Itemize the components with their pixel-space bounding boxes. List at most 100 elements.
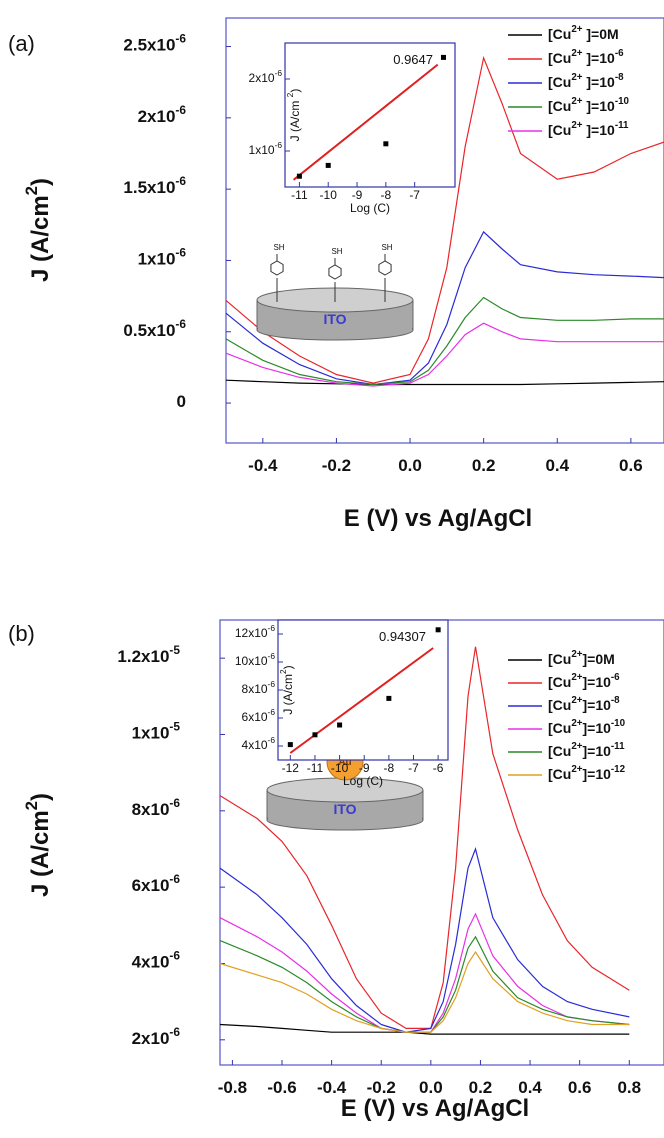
data-point: [337, 722, 343, 728]
text-part: -7: [409, 188, 420, 202]
text-part: [Cu: [548, 50, 571, 66]
text-part: [Cu: [548, 766, 571, 782]
superscript: -6: [175, 317, 186, 331]
legend-label: [Cu2+ ]=10-10: [548, 96, 630, 114]
x-tick-label: -11: [291, 188, 308, 202]
text-part: -0.4: [317, 1078, 347, 1097]
text-part: ]=10: [583, 674, 612, 690]
text-part: ): [281, 665, 295, 669]
text-part: -10: [331, 761, 349, 775]
text-part: ITO: [333, 801, 356, 817]
thiol-label: SH: [381, 243, 392, 252]
text-part: ]=10: [583, 697, 612, 713]
text-part: ): [288, 89, 302, 93]
superscript: -8: [615, 72, 624, 83]
thiol-label: SH: [273, 243, 284, 252]
text-part: 4x10: [132, 953, 170, 972]
x-axis-label: E (V) vs Ag/AgCl: [344, 505, 532, 532]
legend-label: [Cu2+]=0M: [548, 649, 615, 667]
text-part: J (A/cm: [27, 810, 54, 897]
data-line: [225, 379, 664, 386]
text-part: ]=10: [583, 122, 616, 138]
x-tick-label: 0.0: [398, 456, 422, 475]
thiol-label: SH: [331, 247, 342, 256]
superscript: 2+: [571, 24, 582, 35]
data-line: [225, 230, 664, 386]
text-part: 0.0: [398, 456, 422, 475]
superscript: 2+: [571, 741, 582, 752]
text-part: ITO: [323, 311, 346, 327]
text-part: 1x10: [138, 250, 176, 269]
text-part: 6x10: [242, 710, 268, 724]
legend-label: [Cu2+]=10-8: [548, 695, 620, 713]
text-part: -0.2: [367, 1078, 396, 1097]
data-point: [325, 162, 331, 168]
text-part: 0.9647: [393, 52, 433, 67]
y-tick-label: 2.5x10-6: [123, 32, 186, 55]
text-part: 8x10: [132, 800, 170, 819]
text-part: -9: [352, 188, 363, 202]
data-point: [440, 54, 446, 60]
x-axis-label: E (V) vs Ag/AgCl: [341, 1095, 529, 1122]
data-point: [296, 173, 302, 179]
superscript: 2+: [571, 96, 582, 107]
inset-frame: [277, 619, 449, 761]
text-part: [Cu: [548, 74, 571, 90]
text-part: -6: [433, 761, 444, 775]
superscript: 2+: [571, 764, 582, 775]
superscript: 2+: [571, 695, 582, 706]
superscript: 2+: [571, 649, 582, 660]
x-tick-label: -0.6: [267, 1078, 296, 1097]
y-tick-label: 1.5x10-6: [123, 174, 186, 197]
superscript: 2+: [571, 120, 582, 131]
text-part: 6x10: [132, 877, 170, 896]
y-tick-label: 0.5x10-6: [123, 317, 186, 340]
superscript: 2: [22, 186, 41, 195]
substrate-label: ITO: [333, 801, 356, 817]
text-part: [Cu: [548, 743, 571, 759]
x-tick-label: 0.4: [545, 456, 569, 475]
x-tick-label: 0.6: [619, 456, 643, 475]
text-part: [Cu: [548, 720, 571, 736]
data-line: [219, 646, 630, 1029]
y-tick-label: 2x10-6: [138, 103, 187, 126]
particle-label: Au: [338, 757, 351, 768]
superscript: 2+: [571, 48, 582, 59]
text-part: Au: [338, 757, 351, 768]
x-tick-label: 0.2: [469, 1078, 493, 1097]
superscript: -5: [169, 643, 180, 657]
y-tick-label: 2x10-6: [132, 1025, 181, 1048]
text-part: 0.5x10: [123, 321, 175, 340]
x-tick-label: -0.2: [322, 456, 351, 475]
text-part: E (V) vs Ag/AgCl: [344, 505, 532, 532]
x-tick-label: -0.8: [218, 1078, 247, 1097]
panel-label: (b): [8, 621, 35, 646]
x-tick-label: -9: [359, 761, 370, 775]
text-part: 2x10: [132, 1029, 170, 1048]
text-part: -7: [408, 761, 419, 775]
superscript: -6: [175, 103, 186, 117]
text-part: ]=10: [583, 720, 612, 736]
fit-line: [292, 63, 439, 181]
y-tick-label: 12x10-6: [235, 623, 275, 640]
text-part: ]=10: [583, 74, 616, 90]
y-tick-label: 6x10-6: [132, 872, 181, 895]
text-part: E (V) vs Ag/AgCl: [341, 1095, 529, 1122]
text-part: SH: [331, 247, 342, 256]
text-part: 0.4: [518, 1078, 542, 1097]
text-part: ]=0M: [583, 26, 619, 42]
y-tick-label: 4x10-6: [132, 949, 181, 972]
text-part: -12: [282, 761, 300, 775]
y-tick-label: 1x10-6: [249, 140, 283, 157]
y-axis-label: J (A/cm2): [22, 178, 54, 282]
text-part: (b): [8, 621, 35, 646]
data-line: [219, 847, 630, 1033]
y-tick-label: 4x10-6: [242, 735, 276, 752]
x-tick-label: -12: [282, 761, 300, 775]
legend-label: [Cu2+]=10-10: [548, 718, 626, 736]
text-part: 0.0: [419, 1078, 443, 1097]
y-axis-label: J (A/cm2): [278, 665, 295, 714]
text-part: ): [27, 178, 54, 186]
y-axis-label: J (A/cm2): [22, 793, 54, 897]
text-part: (a): [8, 31, 35, 56]
